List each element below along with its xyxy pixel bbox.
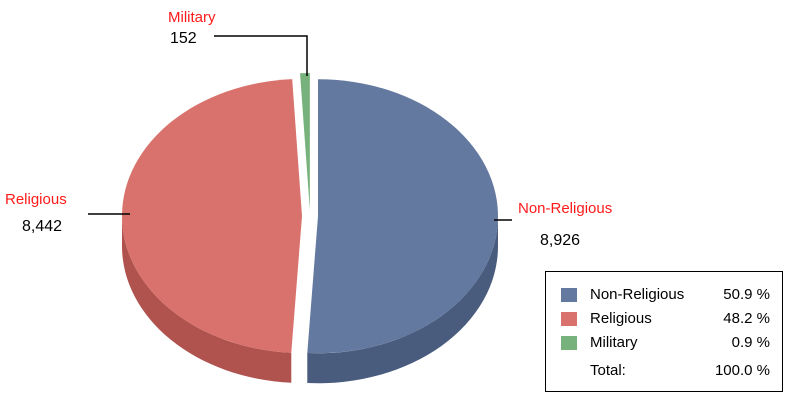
- legend-total-row: Total: 100.0 %: [546, 360, 782, 382]
- legend-swatch-non-religious: [561, 288, 577, 302]
- slice-label-non-religious: Non-Religious: [518, 200, 612, 217]
- leader-line-military: [214, 35, 308, 76]
- legend-item-military: Military 0.9 %: [546, 332, 782, 354]
- legend-percent-religious: 48.2 %: [723, 310, 770, 327]
- slice-value-military: 152: [170, 30, 197, 47]
- legend-swatch-military: [561, 336, 577, 350]
- legend-percent-military: 0.9 %: [731, 334, 770, 351]
- legend-item-religious: Religious 48.2 %: [546, 308, 782, 330]
- legend-swatch-religious: [561, 312, 577, 326]
- slice-military: [300, 73, 310, 211]
- pie-slices: [122, 73, 498, 384]
- slice-value-religious: 8,442: [22, 218, 62, 235]
- legend-total-percent: 100.0 %: [714, 362, 770, 379]
- legend-label-non-religious: Non-Religious: [590, 286, 685, 303]
- slice-non-religious: [307, 79, 498, 354]
- legend-label-religious: Religious: [590, 310, 652, 327]
- slice-side-religious: [122, 215, 292, 383]
- slice-religious: [122, 79, 303, 353]
- slice-side-non-religious: [307, 216, 498, 384]
- legend: Non-Religious 50.9 % Religious 48.2 % Mi…: [545, 271, 783, 392]
- legend-total-label: Total:: [590, 362, 626, 379]
- pie-labels: Military 152 Religious 8,442 Non-Religio…: [5, 9, 612, 249]
- slice-label-religious: Religious: [5, 191, 67, 208]
- slice-label-military: Military: [168, 9, 216, 26]
- legend-label-military: Military: [590, 334, 638, 351]
- legend-percent-non-religious: 50.9 %: [723, 286, 770, 303]
- legend-item-non-religious: Non-Religious 50.9 %: [546, 284, 782, 306]
- slice-value-non-religious: 8,926: [540, 232, 580, 249]
